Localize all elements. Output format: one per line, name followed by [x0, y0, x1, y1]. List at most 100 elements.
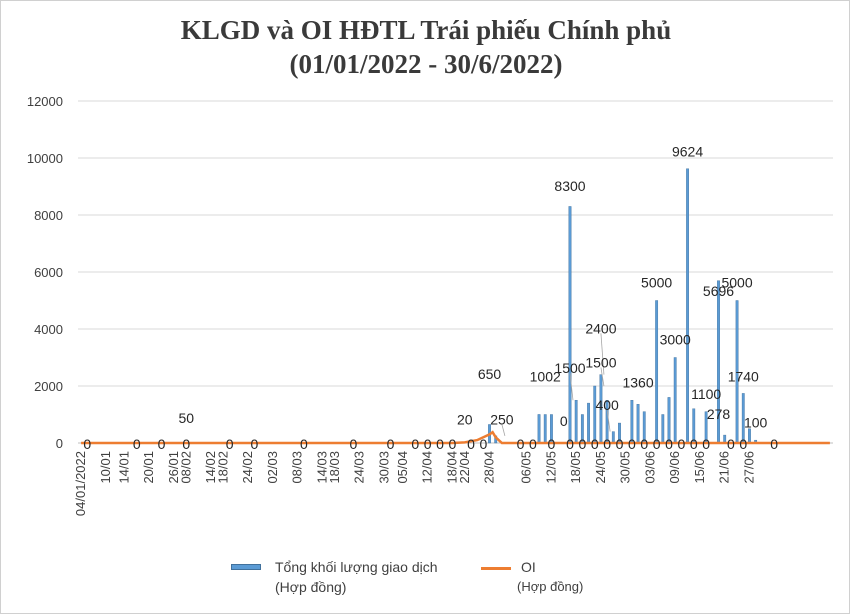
y-tick-label: 4000	[34, 322, 63, 337]
data-label: 1500	[554, 360, 585, 376]
data-label: 2400	[585, 320, 616, 336]
bar	[673, 357, 677, 444]
label-leader	[501, 424, 506, 436]
y-tick-label: 12000	[27, 94, 63, 109]
data-label: 9624	[672, 144, 703, 160]
x-tick-label: 14/01	[116, 451, 131, 484]
legend-oi-swatch	[481, 567, 511, 570]
data-label: 0	[677, 436, 685, 452]
x-tick-label: 30/05	[618, 451, 633, 484]
x-tick-label: 24/03	[352, 451, 367, 484]
bar	[537, 414, 541, 444]
legend-bar-entry: Tổng khối lượng giao dịch (Hợp đồng)	[231, 557, 438, 597]
data-label: 0	[349, 436, 357, 452]
data-label: 0	[424, 436, 432, 452]
oi-line	[81, 430, 830, 445]
data-label: 0	[640, 436, 648, 452]
data-label: 0	[727, 436, 735, 452]
x-tick-label: 12/04	[420, 451, 435, 484]
data-label: 0	[529, 436, 537, 452]
x-tick-label: 18/04	[444, 451, 459, 484]
x-tick-label: 06/05	[519, 451, 534, 484]
data-label: 0	[628, 436, 636, 452]
data-label: 5696	[703, 283, 734, 299]
x-tick-label: 21/06	[717, 451, 732, 484]
legend-bar-swatch	[231, 564, 261, 570]
x-tick-label: 20/01	[141, 451, 156, 484]
data-label: 0	[467, 436, 475, 452]
x-tick-label: 18/05	[568, 451, 583, 484]
data-label: 8300	[554, 178, 585, 194]
y-tick-label: 2000	[34, 379, 63, 394]
label-leader	[600, 333, 605, 375]
data-label: 5000	[641, 275, 672, 291]
x-tick-label: 08/02	[178, 451, 193, 484]
data-label: 0	[226, 436, 234, 452]
bar	[543, 414, 547, 444]
x-tick-label: 24/05	[593, 451, 608, 484]
label-leader	[606, 410, 611, 432]
x-tick-label: 14/02	[203, 451, 218, 484]
data-label: 20	[457, 411, 473, 427]
x-tick-label: 28/04	[482, 451, 497, 484]
bar	[748, 428, 751, 444]
data-label: 250	[490, 411, 514, 427]
x-tick-label: 08/03	[290, 451, 305, 484]
data-label: 0	[616, 436, 624, 452]
data-label: 3000	[660, 332, 691, 348]
x-tick-label: 04/01/2022	[73, 451, 88, 516]
data-label: 1740	[728, 369, 759, 385]
bar	[655, 300, 659, 444]
x-tick-label: 09/06	[667, 451, 682, 484]
data-label: 0	[702, 436, 710, 452]
data-label: 0	[665, 436, 673, 452]
x-tick-label: 30/03	[376, 451, 391, 484]
data-label: 0	[449, 436, 457, 452]
data-label: 1002	[530, 369, 561, 385]
data-label: 400	[595, 397, 619, 413]
data-label: 0	[770, 436, 778, 452]
bar	[587, 402, 590, 444]
data-label: 0	[83, 436, 91, 452]
y-tick-label: 10000	[27, 151, 63, 166]
data-label: 0	[250, 436, 258, 452]
y-tick-label: 6000	[34, 265, 63, 280]
label-leader	[569, 373, 574, 401]
x-tick-label: 14/03	[314, 451, 329, 484]
x-tick-label: 12/05	[543, 451, 558, 484]
data-label: 0	[566, 436, 574, 452]
data-label: 0	[739, 436, 747, 452]
data-label: 0	[300, 436, 308, 452]
x-tick-label: 26/01	[166, 451, 181, 484]
x-tick-label: 24/02	[240, 451, 255, 484]
y-tick-label: 8000	[34, 208, 63, 223]
chart-title: KLGD và OI HĐTL Trái phiếu Chính phủ	[180, 15, 672, 45]
x-tick-label: 18/03	[327, 451, 342, 484]
x-tick-label: 03/06	[642, 451, 657, 484]
data-label: 0	[182, 436, 190, 452]
chart-subtitle: (01/01/2022 - 30/6/2022)	[289, 49, 563, 79]
bar	[568, 206, 572, 444]
bar	[611, 431, 615, 444]
data-label: 0	[603, 436, 611, 452]
x-tick-label: 18/02	[215, 451, 230, 484]
bar	[574, 400, 578, 444]
bar	[636, 404, 640, 444]
data-label: 0	[690, 436, 698, 452]
x-tick-label: 10/01	[98, 451, 113, 484]
data-label: 650	[478, 366, 502, 382]
data-label: 50	[179, 410, 195, 426]
data-label: 1360	[622, 374, 653, 390]
data-label: 0	[411, 436, 419, 452]
legend-bar-name: Tổng khối lượng giao dịch	[275, 559, 438, 575]
x-tick-label: 05/04	[395, 451, 410, 484]
data-label: 0	[548, 436, 556, 452]
data-label: 0	[133, 436, 141, 452]
data-label: 0	[591, 436, 599, 452]
data-label: 0	[479, 436, 487, 452]
y-tick-label: 0	[56, 436, 63, 451]
legend-oi-entry: OI (Hợp đồng)	[481, 557, 583, 597]
data-label: 0	[517, 436, 525, 452]
data-label: 0	[653, 436, 661, 452]
